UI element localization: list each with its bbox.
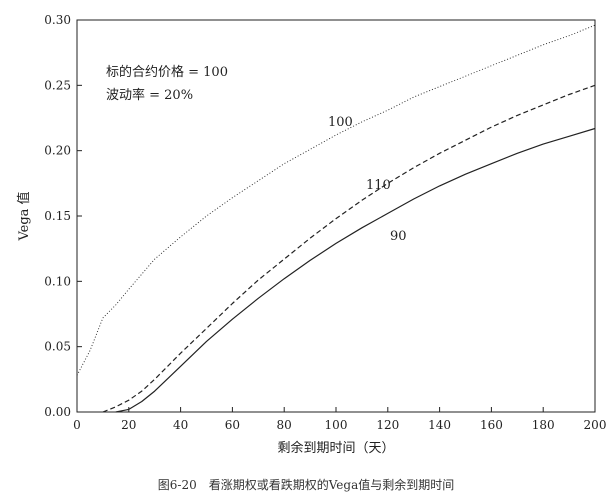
x-tick-label: 20 xyxy=(121,418,136,432)
series-line-110 xyxy=(102,84,596,413)
y-tick-label: 0.00 xyxy=(44,405,71,419)
x-tick-label: 100 xyxy=(325,418,348,432)
figure-caption: 图6-20 看涨期权或看跌期权的Vega值与剩余到期时间 xyxy=(158,477,454,492)
series-label-100: 100 xyxy=(328,115,353,130)
y-axis-ticks: 0.00 0.05 0.10 0.15 0.20 0.25 0.30 xyxy=(44,13,82,419)
x-axis-title: 剩余到期时间（天） xyxy=(277,440,394,456)
x-tick-label: 80 xyxy=(277,418,292,432)
series-group xyxy=(76,24,596,413)
series-label-90: 90 xyxy=(390,229,407,244)
y-tick-label: 0.05 xyxy=(44,340,71,354)
x-tick-label: 180 xyxy=(532,418,555,432)
annotation-underlying-price: 标的合约价格 = 100 xyxy=(106,64,228,80)
x-tick-label: 160 xyxy=(480,418,503,432)
series-label-110: 110 xyxy=(366,178,391,193)
annotation-volatility: 波动率 = 20% xyxy=(106,87,193,103)
x-tick-label: 0 xyxy=(73,418,81,432)
x-tick-label: 200 xyxy=(584,418,607,432)
x-axis-ticks: 0 20 40 60 80 100 120 140 160 180 200 xyxy=(73,407,606,432)
series-line-90 xyxy=(115,127,596,413)
x-tick-label: 60 xyxy=(225,418,240,432)
y-tick-label: 0.10 xyxy=(44,274,71,288)
y-tick-label: 0.20 xyxy=(44,144,71,158)
x-tick-label: 120 xyxy=(376,418,399,432)
y-axis-title: Vega 值 xyxy=(16,191,32,241)
x-tick-label: 140 xyxy=(428,418,451,432)
y-tick-label: 0.30 xyxy=(44,13,71,27)
y-tick-label: 0.25 xyxy=(44,78,71,92)
y-tick-label: 0.15 xyxy=(44,209,71,223)
x-tick-label: 40 xyxy=(173,418,188,432)
